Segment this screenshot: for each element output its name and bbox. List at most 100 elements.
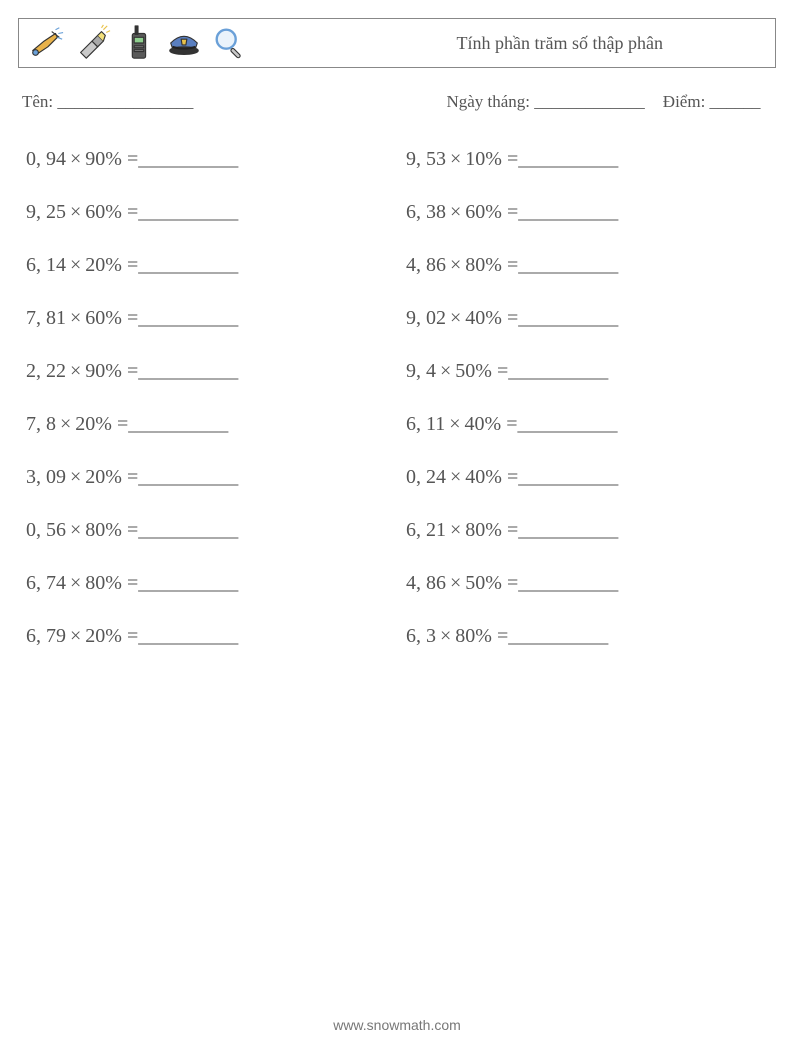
- mult-symbol: ×: [70, 466, 81, 489]
- equals: =: [492, 625, 508, 648]
- score-label: Điểm:: [663, 92, 706, 111]
- date-field: Ngày tháng: _____________: [446, 92, 644, 112]
- operand-b: 40%: [465, 466, 502, 489]
- answer-blank: __________: [518, 519, 618, 542]
- operand-a: 4, 86: [406, 254, 446, 277]
- mult-symbol: ×: [450, 201, 461, 224]
- mult-symbol: ×: [70, 572, 81, 595]
- answer-blank: __________: [518, 201, 618, 224]
- mult-symbol: ×: [70, 148, 81, 171]
- mult-symbol: ×: [440, 625, 451, 648]
- problem-item: 9, 53 × 10% = __________: [406, 148, 776, 171]
- operand-a: 9, 53: [406, 148, 446, 171]
- problem-item: 0, 24 × 40% = __________: [406, 466, 776, 489]
- answer-blank: __________: [138, 466, 238, 489]
- operand-a: 9, 25: [26, 201, 66, 224]
- problems-grid: 0, 94 × 90% = __________9, 53 × 10% = __…: [18, 148, 776, 648]
- answer-blank: __________: [518, 466, 618, 489]
- operand-a: 6, 79: [26, 625, 66, 648]
- score-field: Điểm: ______: [663, 92, 761, 112]
- footer-url: www.snowmath.com: [0, 1017, 794, 1033]
- operand-b: 10%: [465, 148, 502, 171]
- equals: =: [502, 307, 518, 330]
- answer-blank: __________: [138, 148, 238, 171]
- score-blank: ______: [710, 92, 761, 111]
- answer-blank: __________: [508, 625, 608, 648]
- equals: =: [502, 572, 518, 595]
- answer-blank: __________: [138, 201, 238, 224]
- mult-symbol: ×: [449, 413, 460, 436]
- operand-a: 0, 94: [26, 148, 66, 171]
- answer-blank: __________: [518, 254, 618, 277]
- operand-b: 50%: [465, 572, 502, 595]
- equals: =: [122, 201, 138, 224]
- equals: =: [502, 201, 518, 224]
- operand-b: 40%: [465, 307, 502, 330]
- mult-symbol: ×: [450, 307, 461, 330]
- mult-symbol: ×: [70, 201, 81, 224]
- operand-b: 20%: [85, 254, 122, 277]
- mult-symbol: ×: [450, 572, 461, 595]
- info-row: Tên: ________________ Ngày tháng: ______…: [18, 92, 776, 112]
- equals: =: [502, 466, 518, 489]
- operand-b: 20%: [85, 625, 122, 648]
- problem-item: 6, 3 × 80% = __________: [406, 625, 776, 648]
- answer-blank: __________: [138, 254, 238, 277]
- mult-symbol: ×: [70, 254, 81, 277]
- answer-blank: __________: [518, 307, 618, 330]
- operand-a: 6, 11: [406, 413, 445, 436]
- answer-blank: __________: [138, 572, 238, 595]
- operand-a: 6, 38: [406, 201, 446, 224]
- problem-item: 3, 09 × 20% = __________: [26, 466, 396, 489]
- problem-item: 0, 56 × 80% = __________: [26, 519, 396, 542]
- header-icons: [27, 24, 249, 62]
- problem-item: 6, 79 × 20% = __________: [26, 625, 396, 648]
- operand-a: 2, 22: [26, 360, 66, 383]
- answer-blank: __________: [138, 625, 238, 648]
- operand-a: 6, 14: [26, 254, 66, 277]
- equals: =: [502, 519, 518, 542]
- mult-symbol: ×: [450, 254, 461, 277]
- operand-b: 20%: [75, 413, 112, 436]
- answer-blank: __________: [508, 360, 608, 383]
- equals: =: [501, 413, 517, 436]
- answer-blank: __________: [518, 148, 618, 171]
- equals: =: [122, 466, 138, 489]
- mult-symbol: ×: [450, 519, 461, 542]
- operand-b: 80%: [455, 625, 492, 648]
- operand-a: 7, 81: [26, 307, 66, 330]
- operand-a: 9, 4: [406, 360, 436, 383]
- operand-a: 7, 8: [26, 413, 56, 436]
- operand-a: 0, 56: [26, 519, 66, 542]
- problem-item: 7, 8 × 20% = __________: [26, 413, 396, 436]
- date-score: Ngày tháng: _____________ Điểm: ______: [446, 92, 776, 112]
- problem-item: 6, 21 × 80% = __________: [406, 519, 776, 542]
- operand-b: 40%: [465, 413, 502, 436]
- equals: =: [122, 254, 138, 277]
- walkietalkie-icon: [119, 24, 157, 62]
- answer-blank: __________: [138, 360, 238, 383]
- answer-blank: __________: [518, 413, 618, 436]
- mult-symbol: ×: [450, 148, 461, 171]
- equals: =: [122, 625, 138, 648]
- equals: =: [492, 360, 508, 383]
- equals: =: [502, 254, 518, 277]
- operand-b: 90%: [85, 148, 122, 171]
- answer-blank: __________: [138, 519, 238, 542]
- operand-b: 50%: [455, 360, 492, 383]
- problem-item: 7, 81 × 60% = __________: [26, 307, 396, 330]
- mult-symbol: ×: [60, 413, 71, 436]
- name-blank: ________________: [57, 92, 193, 111]
- operand-a: 9, 02: [406, 307, 446, 330]
- operand-b: 60%: [85, 201, 122, 224]
- operand-b: 80%: [85, 572, 122, 595]
- operand-b: 80%: [465, 254, 502, 277]
- answer-blank: __________: [518, 572, 618, 595]
- equals: =: [122, 307, 138, 330]
- equals: =: [122, 148, 138, 171]
- equals: =: [112, 413, 128, 436]
- worksheet-title: Tính phần trăm số thập phân: [457, 33, 663, 54]
- problem-item: 4, 86 × 80% = __________: [406, 254, 776, 277]
- equals: =: [502, 148, 518, 171]
- date-blank: _____________: [534, 92, 645, 111]
